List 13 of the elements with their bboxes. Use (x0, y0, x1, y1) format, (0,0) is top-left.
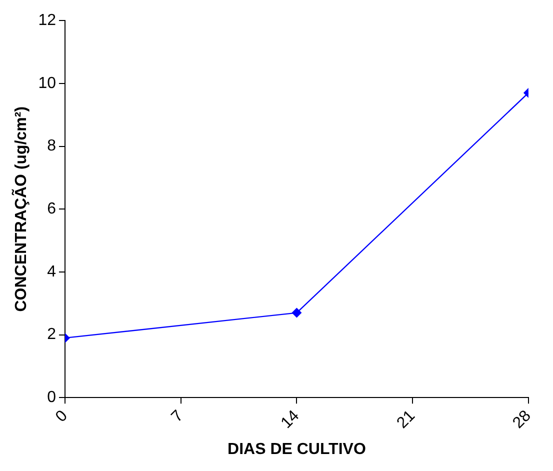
y-tick-label: 0 (47, 389, 56, 406)
y-tick-label: 2 (47, 326, 56, 344)
x-tick-label: 21 (394, 407, 419, 432)
x-axis-title: DIAS DE CULTIVO (228, 440, 366, 458)
x-tick-label: 14 (278, 407, 303, 432)
y-tick-label: 6 (47, 200, 56, 218)
x-tick-label: 28 (510, 407, 534, 432)
y-tick-label: 8 (47, 138, 56, 155)
y-tick-label: 10 (38, 74, 56, 92)
x-tick-label: 7 (168, 407, 187, 426)
y-tick-label: 4 (47, 263, 56, 280)
y-tick-label: 12 (38, 12, 56, 30)
y-axis-title: CONCENTRAÇÃO (ug/cm²) (11, 106, 30, 312)
